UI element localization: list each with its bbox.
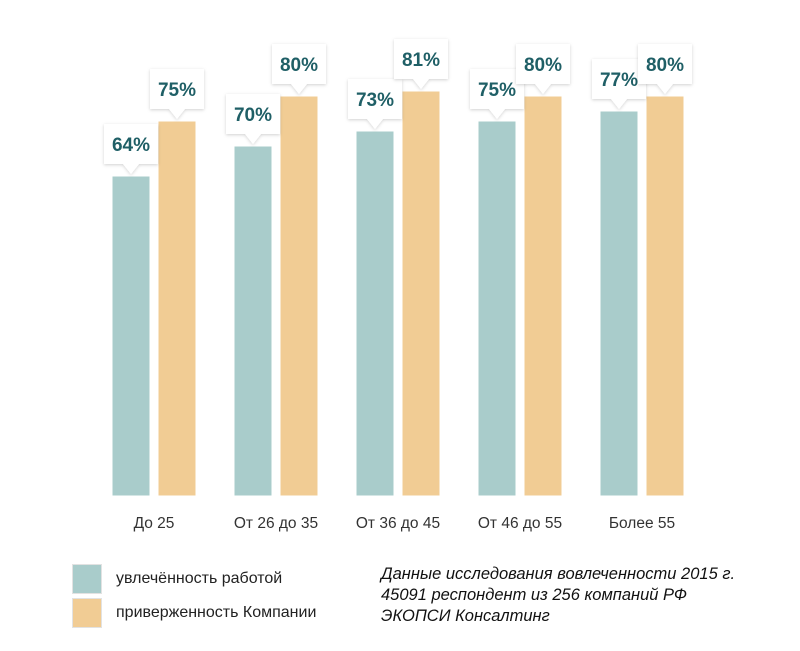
value-label: 64% xyxy=(112,135,150,156)
bar-commitment xyxy=(645,95,685,497)
bar-engagement xyxy=(477,120,517,497)
x-tick-label: От 46 до 55 xyxy=(478,515,562,532)
value-label: 73% xyxy=(356,90,394,111)
value-labels-group: 64% 75% 70% 80% 73% 81% 75% 80% 77% 80% xyxy=(104,39,692,174)
value-callout: 64% xyxy=(104,124,158,174)
x-tick-label: До 25 xyxy=(134,515,175,532)
source-note-line: Данные исследования вовлеченности 2015 г… xyxy=(381,565,736,583)
value-callout: 73% xyxy=(348,79,402,129)
legend: увлечённость работой приверженность Комп… xyxy=(72,562,316,630)
value-label: 75% xyxy=(478,80,516,101)
bar-commitment xyxy=(523,95,563,497)
bars-group xyxy=(111,90,685,497)
source-note-line: ЭКОПСИ Консалтинг xyxy=(381,607,550,625)
value-callout: 75% xyxy=(150,69,204,119)
value-label: 80% xyxy=(646,55,684,76)
bar-engagement xyxy=(111,175,151,497)
value-label: 77% xyxy=(600,70,638,91)
legend-item-commitment: приверженность Компании xyxy=(72,596,316,630)
value-label: 80% xyxy=(280,55,318,76)
bar-engagement xyxy=(233,145,273,497)
x-tick-label: От 36 до 45 xyxy=(356,515,440,532)
value-callout: 80% xyxy=(272,44,326,94)
value-callout: 81% xyxy=(394,39,448,89)
bar-commitment xyxy=(157,120,197,497)
value-label: 81% xyxy=(402,50,440,71)
value-label: 75% xyxy=(158,80,196,101)
value-callout: 70% xyxy=(226,94,280,144)
legend-item-engagement: увлечённость работой xyxy=(72,562,316,596)
bar-commitment xyxy=(279,95,319,497)
bar-chart: 64% 75% 70% 80% 73% 81% 75% 80% 77% 80% До 25 От 2… xyxy=(104,39,692,532)
legend-swatch-engagement xyxy=(72,564,102,594)
bar-engagement xyxy=(355,130,395,497)
value-callout: 75% xyxy=(470,69,524,119)
x-tick-label: От 26 до 35 xyxy=(234,515,318,532)
x-tick-labels-group: До 25 От 26 до 35 От 36 до 45 От 46 до 55 Бо… xyxy=(134,515,676,532)
value-callout: 77% xyxy=(592,59,646,109)
legend-swatch-commitment xyxy=(72,598,102,628)
legend-label-commitment: приверженность Компании xyxy=(116,604,317,621)
value-label: 80% xyxy=(524,55,562,76)
source-note: Данные исследования вовлеченности 2015 г… xyxy=(381,564,791,627)
bar-commitment xyxy=(401,90,441,497)
value-label: 70% xyxy=(234,105,272,126)
bar-engagement xyxy=(599,110,639,497)
source-note-line: 45091 респондент из 256 компаний РФ xyxy=(381,586,687,604)
value-callout: 80% xyxy=(638,44,692,94)
x-tick-label: Более 55 xyxy=(609,515,675,532)
value-callout: 80% xyxy=(516,44,570,94)
legend-label-engagement: увлечённость работой xyxy=(116,570,283,587)
